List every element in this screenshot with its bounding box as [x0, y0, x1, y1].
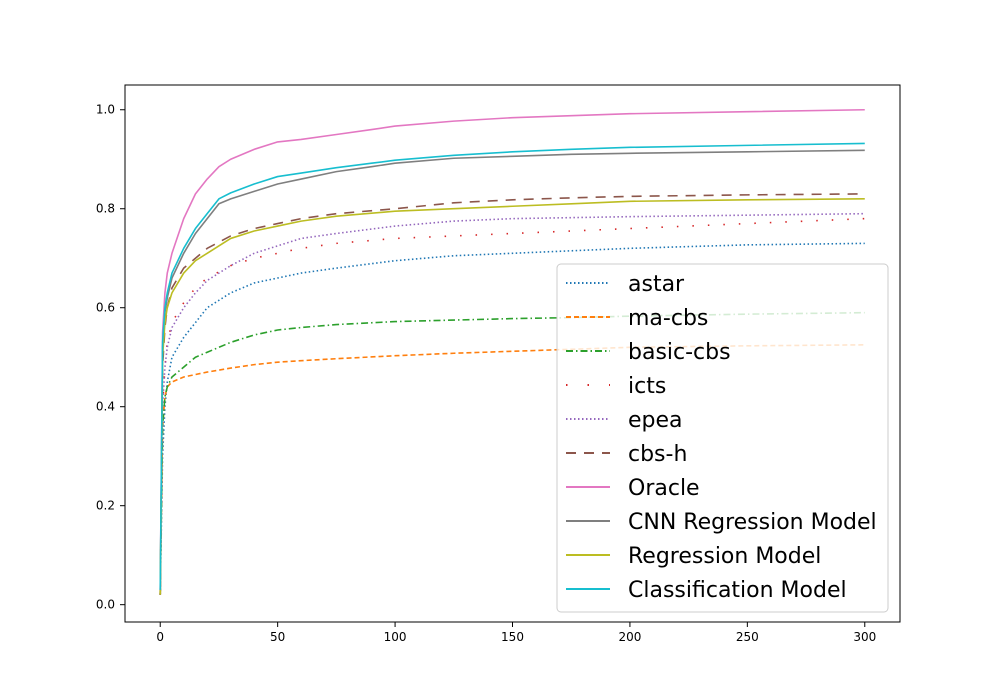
axes: 0 50 100 150 200 250 300 0.0 0.2 0.4 0.6 0.8 1.0 — [96, 84, 901, 644]
legend-label: cbs-h — [628, 442, 687, 467]
x-tick-label: 50 — [270, 630, 285, 644]
legend-label: Classification Model — [628, 578, 847, 603]
x-tick-label: 250 — [736, 630, 759, 644]
legend-box — [556, 263, 889, 613]
y-tick-label: 0.6 — [96, 301, 115, 315]
y-tick-label: 0.2 — [96, 499, 115, 513]
x-tick-label: 200 — [618, 630, 641, 644]
legend-label: epea — [628, 408, 683, 433]
y-tick-label: 1.0 — [96, 103, 115, 117]
plot-area — [159, 108, 865, 595]
y-tick-label: 0.8 — [96, 202, 115, 216]
series-lines — [159, 108, 865, 595]
y-tick-label: 0.4 — [96, 400, 115, 414]
x-tick-label: 150 — [501, 630, 524, 644]
legend-label: astar — [628, 272, 685, 297]
y-tick-label: 0.0 — [96, 598, 115, 612]
x-tick-label: 0 — [156, 630, 164, 644]
series-line-astar — [159, 242, 865, 595]
series-line-epea — [159, 212, 865, 595]
x-tick-label: 300 — [853, 630, 876, 644]
series-line-regression-model — [159, 198, 865, 595]
x-tick-label: 100 — [384, 630, 407, 644]
legend-label: CNN Regression Model — [628, 510, 877, 535]
legend-label: basic-cbs — [628, 340, 731, 365]
series-line-oracle — [159, 108, 865, 590]
series-line-cnn-regression-model — [159, 149, 865, 595]
legend-label: Oracle — [628, 476, 700, 501]
legend-label: ma-cbs — [628, 306, 708, 331]
series-line-basic-cbs — [159, 311, 865, 595]
legend-label: Regression Model — [628, 544, 821, 569]
legend: astar ma-cbs basic-cbs icts epea cbs-h Oracle C… — [556, 263, 889, 613]
series-line-classification-model — [159, 142, 865, 590]
legend-label: icts — [628, 374, 666, 399]
